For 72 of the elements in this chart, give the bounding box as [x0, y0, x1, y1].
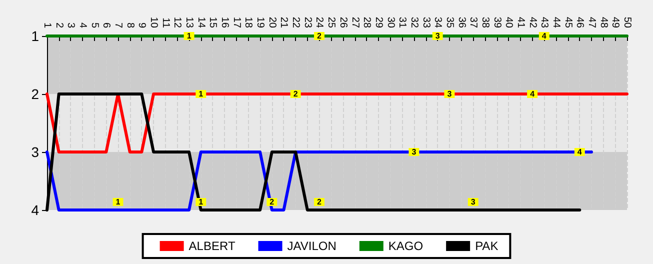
x-tick-label: 14	[195, 16, 206, 28]
x-tick-label: 3	[65, 22, 76, 28]
legend-label: ALBERT	[188, 239, 236, 253]
x-tick-label: 5	[88, 22, 100, 28]
x-tick-label: 29	[372, 16, 384, 28]
x-tick-label: 48	[598, 16, 609, 28]
x-tick-label: 8	[124, 22, 136, 28]
x-tick-label: 31	[396, 16, 408, 28]
y-tick-label: 2	[31, 86, 40, 102]
x-tick-label: 35	[444, 16, 455, 28]
x-tick-label: 22	[290, 16, 302, 28]
legend-label: KAGO	[388, 239, 424, 253]
x-tick-label: 41	[514, 16, 526, 28]
annotation: 2	[270, 198, 275, 206]
x-tick-label: 46	[574, 16, 586, 28]
x-tick-label: 47	[586, 16, 597, 28]
x-tick-label: 25	[326, 16, 337, 28]
x-tick-label: 49	[610, 16, 621, 28]
x-tick-label: 28	[361, 16, 372, 28]
annotation: 2	[293, 90, 298, 98]
x-tick-label: 6	[100, 22, 112, 28]
x-tick-label: 33	[420, 16, 432, 28]
x-tick-label: 1	[42, 22, 52, 28]
x-tick-label: 43	[538, 16, 550, 28]
x-tick-label: 34	[432, 16, 444, 28]
x-tick-label: 11	[160, 18, 171, 28]
annotation: 1	[116, 198, 121, 206]
x-tick-label: 50	[622, 16, 632, 28]
x-tick-label: 39	[491, 16, 502, 28]
annotation: 2	[317, 198, 322, 206]
x-tick-label: 30	[384, 16, 396, 28]
legend-label: JAVILON	[287, 239, 336, 253]
x-tick-label: 7	[112, 22, 124, 28]
annotation: 4	[530, 90, 536, 98]
x-tick-label: 12	[172, 16, 183, 28]
annotation: 3	[447, 90, 452, 98]
annotation: 4	[577, 148, 582, 156]
x-tick-label: 38	[479, 16, 490, 28]
x-tick-label: 4	[77, 22, 88, 28]
annotation: 1	[186, 32, 192, 40]
y-tick-label: 3	[31, 144, 40, 160]
x-tick-label: 24	[314, 16, 325, 28]
x-tick-label: 23	[302, 16, 313, 28]
x-tick-label: 40	[503, 16, 514, 28]
annotation: 3	[435, 32, 440, 40]
x-tick-label: 2	[53, 22, 64, 28]
legend-label: PAK	[475, 239, 498, 253]
x-tick-label: 18	[242, 16, 254, 28]
annotation: 1	[198, 198, 204, 206]
x-tick-label: 37	[468, 16, 479, 28]
x-tick-label: 16	[219, 16, 230, 28]
x-tick-label: 19	[254, 16, 266, 28]
x-tick-label: 42	[526, 16, 538, 28]
annotation: 3	[470, 198, 476, 206]
x-tick-label: 44	[550, 16, 562, 28]
x-tick-label: 9	[136, 22, 148, 28]
x-tick-label: 10	[148, 16, 160, 28]
x-tick-label: 20	[266, 16, 278, 28]
x-tick-label: 32	[408, 16, 420, 28]
annotation: 4	[542, 32, 547, 40]
annotation: 2	[317, 32, 322, 40]
x-tick-label: 15	[207, 16, 218, 28]
x-tick-label: 21	[278, 16, 290, 28]
x-tick-label: 13	[184, 16, 195, 28]
annotation: 1	[198, 90, 204, 98]
y-tick-label: 4	[31, 202, 40, 218]
x-tick-label: 27	[349, 16, 360, 28]
x-tick-label: 45	[562, 16, 574, 28]
x-tick-label: 26	[337, 16, 348, 28]
annotation: 3	[412, 148, 417, 156]
x-tick-label: 36	[456, 16, 467, 28]
x-tick-label: 17	[230, 16, 242, 28]
